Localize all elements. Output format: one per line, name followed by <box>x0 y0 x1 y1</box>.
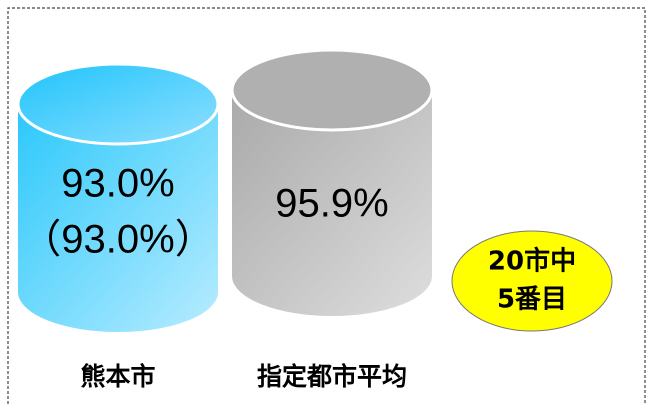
dashed-frame <box>7 7 646 404</box>
badge-text: 5番目 <box>497 285 567 315</box>
value: 93.0% <box>61 162 174 206</box>
label: 指定都市平均 <box>257 362 407 391</box>
label: 熊本市 <box>80 362 155 391</box>
value: 95.9% <box>275 182 388 226</box>
cylinder-kumamoto <box>16 62 220 332</box>
sub-value: （93.0%） <box>21 218 214 262</box>
badge-text: 20市中 <box>488 246 576 277</box>
badge-ellipse <box>451 230 613 332</box>
cylinder-average <box>230 48 434 316</box>
